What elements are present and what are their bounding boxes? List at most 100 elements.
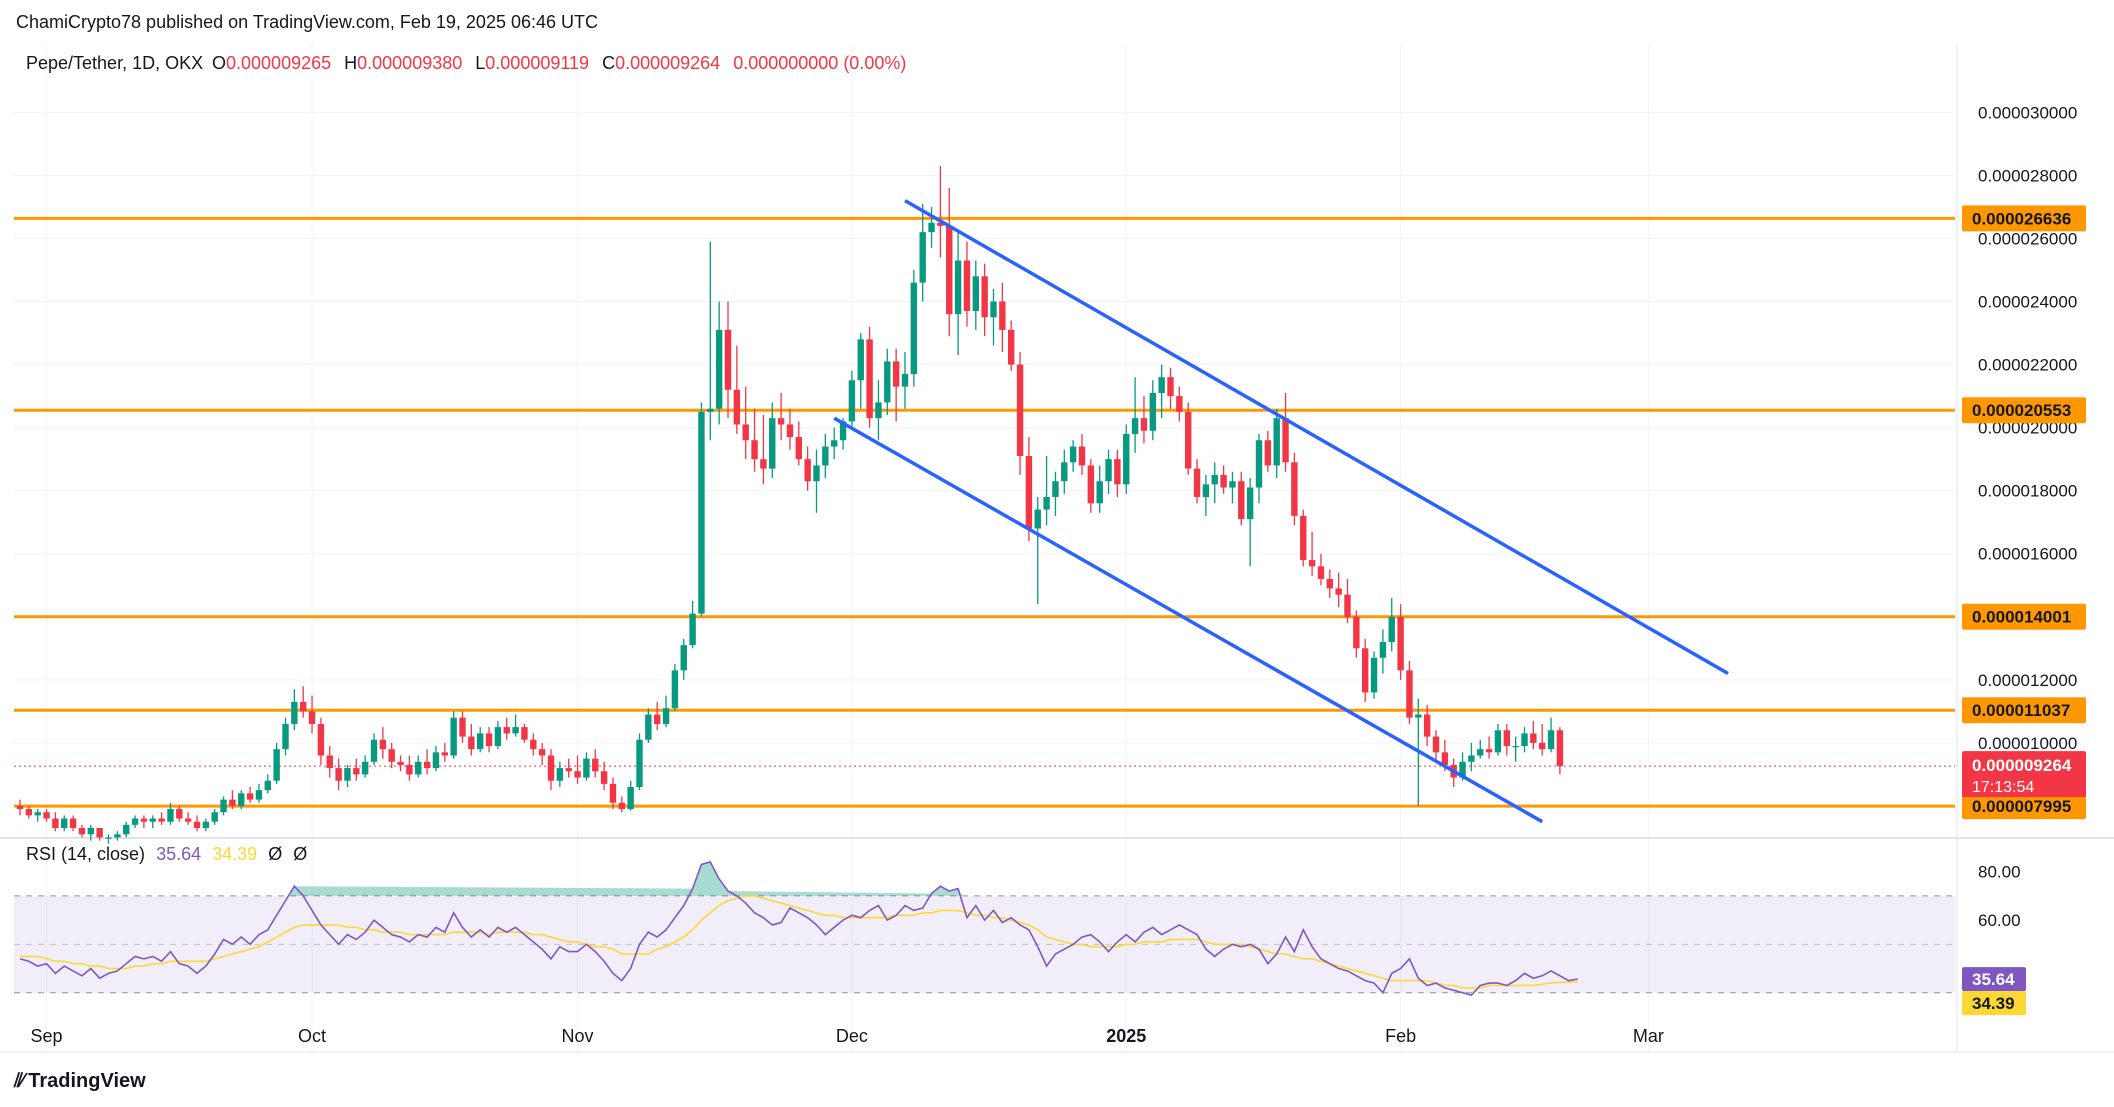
candle-body [512, 727, 519, 734]
candle-body [875, 402, 882, 419]
candle [246, 787, 254, 803]
candle [1273, 408, 1280, 479]
candle [1397, 604, 1404, 680]
time-tick-label: Dec [836, 1026, 868, 1046]
candle-body [707, 408, 714, 412]
candle-body [406, 764, 413, 775]
rsi-legend-d1: Ø [268, 844, 282, 864]
open-value: 0.000009265 [226, 53, 331, 73]
candle [397, 755, 404, 772]
tradingview-logo[interactable]: ⫽⁄ TradingView [14, 1070, 146, 1093]
candle-body [25, 809, 33, 816]
candle-body [1556, 730, 1564, 767]
candle-body [1043, 496, 1050, 510]
candle-body [1344, 594, 1351, 617]
candle-body [1131, 418, 1139, 434]
candle-body [698, 411, 705, 614]
candle-body [892, 361, 900, 387]
candle-body [574, 771, 581, 778]
candle [1468, 742, 1475, 772]
candle [229, 790, 236, 810]
candle [786, 408, 794, 450]
level-tag-bg [1962, 793, 2086, 820]
candle [937, 165, 944, 258]
candle [1335, 572, 1342, 608]
candle-body [308, 711, 316, 724]
candle [689, 601, 696, 649]
rsi-legend: RSI (14, close) 35.64 34.39 Ø Ø [26, 844, 307, 864]
candle [698, 402, 705, 617]
candle-body [565, 768, 572, 772]
time-tick-label: Nov [562, 1026, 594, 1046]
candle-body [689, 613, 696, 646]
candle-body [1087, 465, 1095, 504]
candle-body [140, 818, 148, 822]
candle-body [202, 821, 210, 828]
candle-body [1238, 481, 1245, 520]
candle [96, 828, 103, 841]
candle [1530, 720, 1537, 750]
candle [1353, 610, 1360, 658]
price-tick-label: 0.000018000 [1978, 482, 2077, 501]
candle [574, 755, 581, 784]
candle [1229, 471, 1236, 504]
candle-body [459, 717, 466, 737]
candle-body [176, 809, 183, 819]
candle-body [388, 749, 395, 762]
candle [769, 402, 776, 479]
candle-body [468, 736, 475, 750]
candle-body [34, 812, 41, 816]
candle-body [291, 701, 298, 724]
candle-body [583, 758, 590, 778]
candle-body [229, 799, 236, 806]
candle [547, 749, 555, 791]
candle [1078, 433, 1086, 475]
candle [25, 805, 33, 819]
candle-body [211, 812, 218, 822]
candle [583, 752, 590, 781]
candle [43, 809, 50, 822]
candle [875, 380, 882, 441]
candle [910, 270, 918, 387]
candle-body [193, 821, 201, 828]
candle [459, 711, 466, 743]
candle-body [238, 793, 245, 806]
candle-body [477, 733, 484, 750]
candle [114, 831, 121, 841]
candle [521, 723, 528, 743]
candle [432, 746, 440, 772]
candle-body [1008, 329, 1015, 365]
candle [565, 758, 572, 778]
candle [538, 742, 546, 765]
level-tag-bg [1962, 697, 2086, 724]
candle [1406, 660, 1413, 724]
candle [1521, 727, 1528, 753]
candle [1096, 465, 1103, 513]
candle [220, 796, 227, 816]
candle-body [1282, 418, 1289, 463]
last-price-label: 0.000009264 [1972, 756, 2072, 775]
candle-body [370, 739, 378, 762]
candle-body [857, 339, 864, 381]
candle [1494, 723, 1502, 756]
price-tick-label: 0.000030000 [1978, 103, 2077, 122]
open-label: O [212, 53, 226, 73]
candlestick-series [16, 165, 1564, 844]
candle [1264, 430, 1272, 472]
candle-body [1291, 462, 1298, 516]
candle [1485, 736, 1493, 759]
candle-body [1485, 749, 1493, 753]
candle-body [1016, 364, 1024, 456]
candle [1344, 578, 1351, 624]
rsi-lines [19, 861, 1578, 997]
candle [636, 733, 643, 791]
candle [308, 695, 316, 734]
candle-body [158, 818, 165, 822]
candle-body [184, 818, 192, 822]
time-tick-label: Oct [298, 1026, 326, 1046]
candle [751, 408, 758, 472]
candle-body [1326, 578, 1333, 589]
ohlc-values: O0.000009265 H0.000009380 L0.000009119 C… [212, 53, 906, 73]
candle-body [742, 424, 749, 441]
